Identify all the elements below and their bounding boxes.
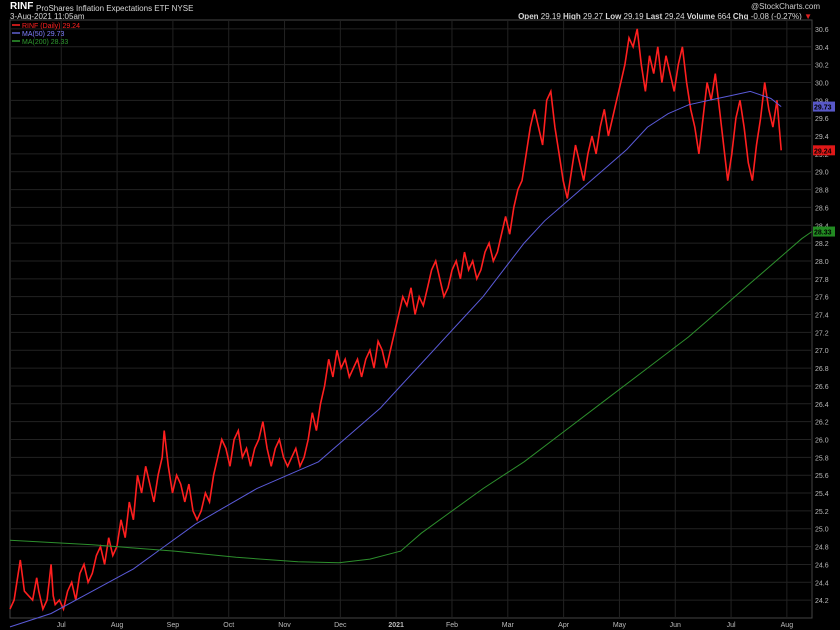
x-tick-label: Aug	[111, 622, 124, 629]
y-tick-label: 28.8	[815, 188, 829, 195]
open-value: 29.19	[540, 12, 561, 21]
high-label: High	[563, 12, 581, 21]
y-tick-label: 28.0	[815, 259, 829, 266]
y-tick-label: 25.4	[815, 491, 829, 498]
x-tick-label: Dec	[334, 622, 347, 629]
price-tag	[813, 145, 835, 156]
y-tick-label: 30.0	[815, 80, 829, 87]
low-value: 29.19	[623, 12, 644, 21]
y-tick-label: 30.6	[815, 27, 829, 34]
price-tag	[813, 101, 835, 112]
y-tick-label: 27.2	[815, 330, 829, 337]
y-tick-label: 26.6	[815, 384, 829, 391]
chg-label: Chg	[732, 12, 749, 21]
price-tags: 29.73 29.24 28.33	[813, 101, 835, 237]
security-fullname: ProShares Inflation Expectations ETF	[36, 4, 170, 13]
y-tick-label: 26.0	[815, 437, 829, 444]
y-tick-label: 29.0	[815, 170, 829, 177]
y-tick-label: 26.8	[815, 366, 829, 373]
series-line-0	[9, 28, 782, 612]
high-value: 29.27	[583, 12, 604, 21]
x-tick-label: Sep	[167, 622, 180, 629]
y-tick-label: 26.2	[815, 420, 829, 427]
security-name: ProShares Inflation Expectations ETF NYS…	[36, 4, 193, 13]
x-tick-label: 2021	[388, 622, 404, 629]
y-tick-label: 24.8	[815, 545, 829, 552]
legend-label: RINF (Daily) 29.24	[22, 23, 80, 30]
series-line-2	[9, 231, 813, 564]
ticker-symbol: RINF	[10, 1, 34, 12]
plot-area	[9, 19, 813, 619]
y-tick-label: 30.2	[815, 63, 829, 70]
y-tick-label: 24.4	[815, 580, 829, 587]
x-tick-label: Jul	[727, 622, 736, 629]
y-tick-label: 28.6	[815, 205, 829, 212]
timestamp: 3-Aug-2021 11:05am	[10, 12, 85, 21]
legend-label: MA(50) 29.73	[22, 31, 65, 38]
x-tick-label: Nov	[278, 622, 291, 629]
price-tag-label: 29.24	[814, 148, 832, 155]
x-tick-label: May	[613, 622, 627, 629]
legend-label: MA(200) 28.33	[22, 39, 68, 46]
volume-label: Volume	[686, 12, 716, 21]
y-tick-label: 27.8	[815, 277, 829, 284]
y-tick-label: 28.2	[815, 241, 829, 248]
y-tick-label: 27.0	[815, 348, 829, 355]
y-tick-label: 25.8	[815, 455, 829, 462]
chg-value: -0.08 (-0.27%)	[750, 12, 802, 21]
open-label: Open	[518, 12, 539, 21]
y-tick-label: 25.6	[815, 473, 829, 480]
y-tick-label: 26.4	[815, 402, 829, 409]
y-tick-label: 27.6	[815, 295, 829, 302]
volume-value: 664	[717, 12, 731, 21]
quote-bar: Open 29.19 High 29.27 Low 29.19 Last 29.…	[518, 12, 812, 21]
y-axis: 24.2 24.4 24.6 24.8 25.0 25.2 25.4 25.6 25.8 26.0…	[815, 27, 829, 605]
y-tick-label: 29.6	[815, 116, 829, 123]
price-tag	[813, 226, 835, 237]
y-tick-label: 25.0	[815, 527, 829, 534]
y-tick-label: 30.4	[815, 45, 829, 52]
y-tick-label: 24.2	[815, 598, 829, 605]
series-lines	[9, 28, 813, 628]
x-tick-label: Apr	[558, 622, 570, 629]
y-tick-label: 25.2	[815, 509, 829, 516]
x-tick-label: Feb	[446, 622, 458, 629]
y-tick-label: 24.6	[815, 562, 829, 569]
grid-lines	[10, 20, 812, 618]
y-tick-label: 27.4	[815, 313, 829, 320]
y-tick-label: 29.4	[815, 134, 829, 141]
x-tick-label: Jul	[57, 622, 66, 629]
x-tick-label: Mar	[502, 622, 515, 629]
x-tick-label: Oct	[223, 622, 234, 629]
exchange-label: NYSE	[171, 4, 194, 13]
last-value: 29.24	[664, 12, 685, 21]
down-arrow-icon: ▼	[804, 12, 812, 21]
x-axis: Jul Aug Sep Oct Nov Dec 2021 Feb Mar Apr May Jun Jul…	[57, 622, 793, 629]
y-tick-label: 29.2	[815, 152, 829, 159]
series-line-1	[9, 90, 782, 628]
price-tag-label: 28.33	[814, 230, 832, 237]
x-tick-label: Aug	[781, 622, 794, 629]
low-label: Low	[605, 12, 622, 21]
price-tag-label: 29.73	[814, 105, 832, 112]
x-tick-label: Jun	[670, 622, 681, 629]
last-label: Last	[645, 12, 663, 21]
watermark: @StockCharts.com	[750, 2, 820, 11]
